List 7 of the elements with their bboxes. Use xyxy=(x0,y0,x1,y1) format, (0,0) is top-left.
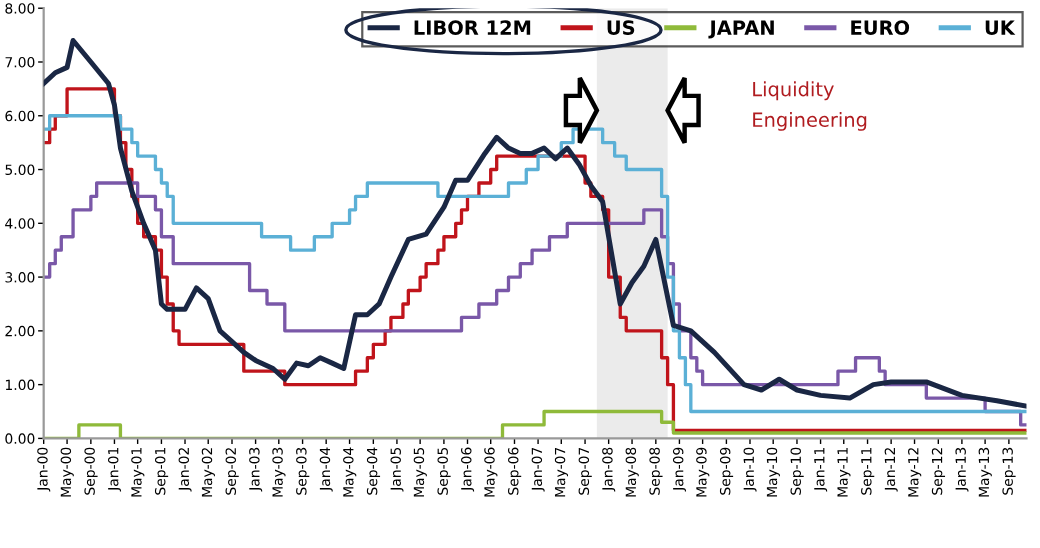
legend-label: LIBOR 12M xyxy=(414,20,531,35)
legend-label: US xyxy=(607,20,635,35)
legend-label: JAPAN xyxy=(708,20,774,39)
legend-label: UK xyxy=(985,20,1016,35)
line-series xyxy=(43,37,1027,409)
annotation: Liquidity Engineering xyxy=(753,81,867,131)
legend-label: EURO xyxy=(851,20,910,35)
